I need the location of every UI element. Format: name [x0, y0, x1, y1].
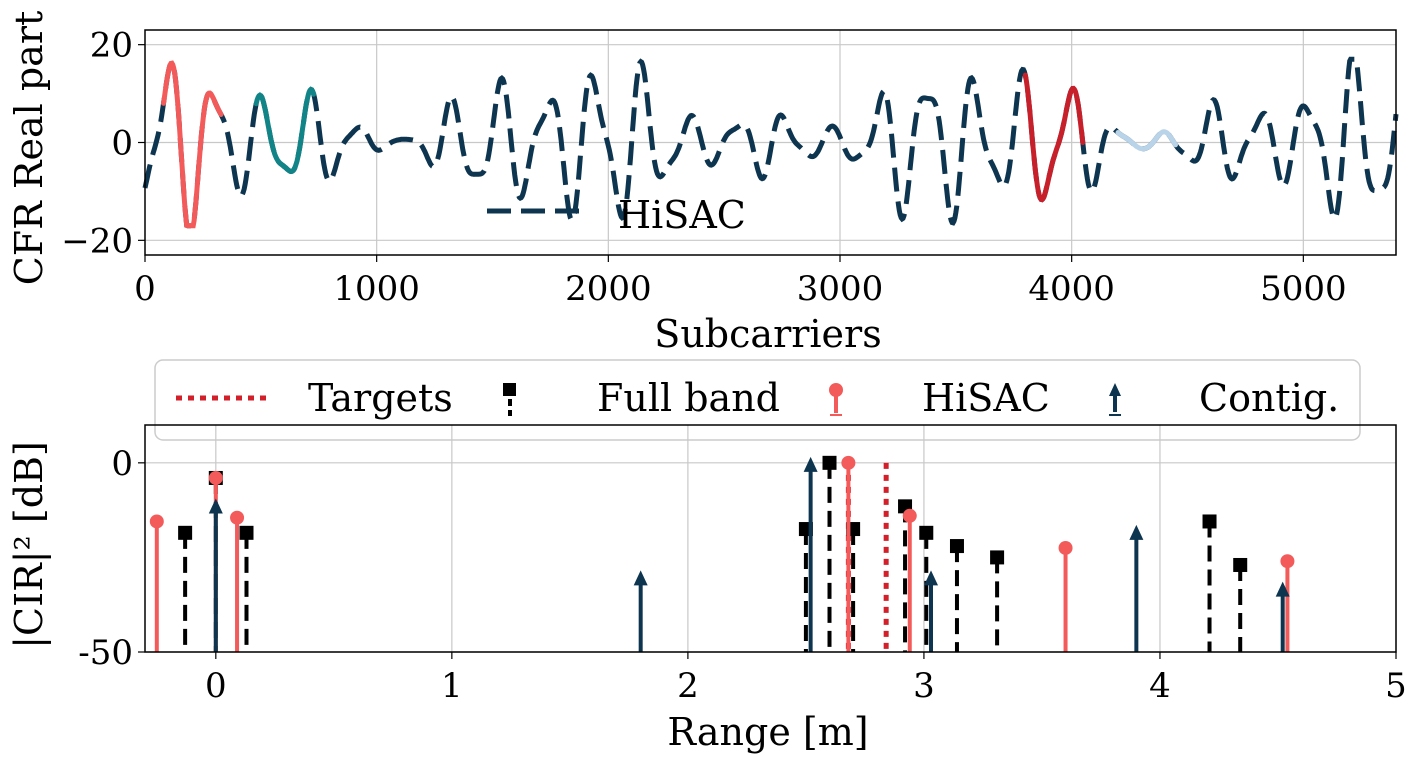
cir-x-axis-label: Range [m] — [667, 710, 868, 754]
cir-hisac-marker — [841, 455, 856, 470]
cfr-x-tick-label: 4000 — [1028, 269, 1115, 309]
cir-fullband-marker — [822, 455, 837, 470]
cir-x-tick-label: 0 — [205, 666, 227, 706]
cir-contig-marker — [924, 570, 939, 586]
cir-y-ticks: -50 0 — [78, 444, 145, 673]
cir-x-tick-label: 5 — [1385, 666, 1407, 706]
cir-legend: Targets Full band HiSAC Contig. — [154, 359, 1361, 441]
cfr-x-tick-label: 5000 — [1260, 269, 1347, 309]
cir-contig-marker — [803, 456, 818, 472]
cir-contig-marker — [1275, 581, 1290, 597]
cfr-x-tick-label: 3000 — [797, 269, 884, 309]
cir-contig-marker — [1129, 524, 1144, 540]
cfr-subband-4-line — [1115, 129, 1178, 152]
hisac-annotation-text: HiSAC — [618, 193, 746, 237]
legend-contig-label: Contig. — [1199, 376, 1339, 420]
legend-hisac-label: HiSAC — [922, 376, 1050, 420]
cir-fullband-marker — [990, 550, 1005, 565]
cir-hisac-marker — [902, 508, 917, 523]
cir-y-tick-label: 0 — [111, 444, 133, 484]
cfr-subband-2-line — [253, 86, 317, 175]
legend-hisac-swatch — [829, 383, 843, 416]
cfr-y-tick-label: 0 — [111, 124, 133, 164]
cfr-x-axis-label: Subcarriers — [654, 312, 881, 356]
cir-subplot: 0 1 2 3 4 5 -50 0 Range [m] |CIR|² [dB] — [7, 424, 1407, 754]
cir-fullband-marker — [1202, 514, 1217, 529]
legend-fullband-swatch — [503, 383, 516, 416]
cir-y-tick-label: -50 — [78, 633, 133, 673]
cir-contig-marker — [208, 498, 223, 514]
cfr-x-tick-label: 2000 — [565, 269, 652, 309]
cir-fullband-marker — [949, 539, 964, 554]
cfr-subband-3-line — [1022, 72, 1086, 203]
cir-hisac-marker — [208, 470, 223, 485]
cir-hisac-marker — [1280, 554, 1295, 569]
cfr-y-tick-label: 20 — [90, 26, 133, 66]
cfr-x-ticks: 0 1000 2000 3000 4000 5000 — [134, 255, 1347, 309]
cir-fullband-marker — [1233, 557, 1248, 572]
cir-hisac-marker — [1058, 540, 1073, 555]
cfr-y-ticks: −20 0 20 — [61, 26, 145, 261]
legend-contig-swatch — [1109, 383, 1121, 416]
cfr-plot-area — [142, 56, 1399, 229]
cfr-hisac-dashed-line — [142, 56, 1399, 229]
cir-fullband-marker — [178, 525, 193, 540]
legend-box — [154, 359, 1361, 441]
legend-targets-label: Targets — [308, 376, 453, 420]
legend-fullband-label: Full band — [597, 376, 780, 420]
cir-y-axis-label: |CIR|² [dB] — [7, 441, 51, 649]
cfr-x-tick-label: 0 — [134, 269, 156, 309]
cir-x-tick-label: 2 — [677, 666, 699, 706]
cir-axes-frame — [144, 424, 1397, 653]
cir-x-tick-label: 4 — [1149, 666, 1171, 706]
cir-contig-marker — [633, 570, 648, 586]
cfr-y-tick-label: −20 — [61, 221, 133, 261]
cir-fullband-marker — [919, 525, 934, 540]
cir-hisac-marker — [149, 514, 164, 529]
cir-fullband-marker — [239, 525, 254, 540]
cir-x-tick-label: 1 — [441, 666, 463, 706]
cir-x-ticks: 0 1 2 3 4 5 — [205, 652, 1407, 706]
cir-hisac-marker — [230, 510, 245, 525]
cfr-y-axis-label: CFR Real part — [7, 11, 51, 286]
cfr-subband-1-line — [161, 60, 224, 229]
cir-plot-area — [149, 455, 1295, 652]
cir-x-tick-label: 3 — [913, 666, 935, 706]
cfr-x-tick-label: 1000 — [333, 269, 420, 309]
